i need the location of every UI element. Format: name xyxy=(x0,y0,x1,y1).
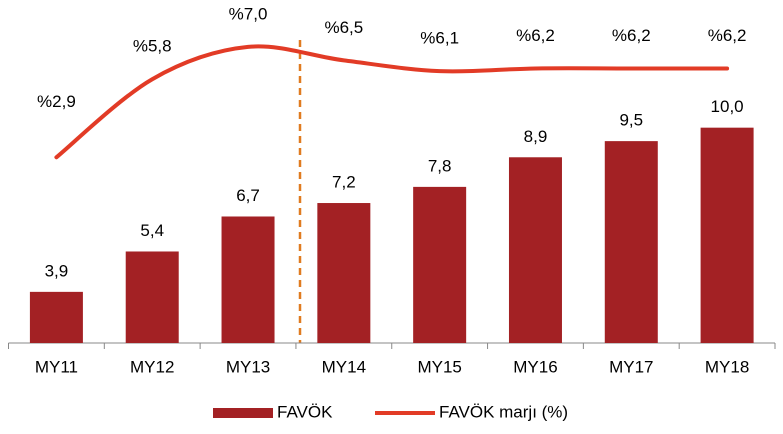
bar-value-label: 7,2 xyxy=(332,173,356,192)
bar xyxy=(604,141,658,343)
legend-swatch xyxy=(213,408,273,418)
bar-value-label: 7,8 xyxy=(428,156,452,175)
bar-value-label: 10,0 xyxy=(711,97,744,116)
x-tick-label: MY17 xyxy=(609,357,653,376)
x-tick-label: MY16 xyxy=(513,357,557,376)
line xyxy=(54,44,730,160)
bar xyxy=(317,203,371,343)
bar xyxy=(413,186,467,343)
bar xyxy=(508,157,562,343)
x-tick-label: MY11 xyxy=(35,357,78,376)
legend-label: FAVÖK xyxy=(277,402,333,421)
line-value-label: %5,8 xyxy=(133,37,172,56)
bar xyxy=(700,127,754,344)
bar-value-label: 8,9 xyxy=(524,127,548,146)
bar-value-label: 9,5 xyxy=(619,111,643,130)
bar-value-label: 6,7 xyxy=(236,186,260,205)
x-tick-label: MY18 xyxy=(705,357,749,376)
bar-value-label: 5,4 xyxy=(140,221,164,240)
line-value-label: %6,2 xyxy=(612,26,651,45)
line-value-label: %6,1 xyxy=(420,29,459,48)
x-tick-label: MY12 xyxy=(130,357,174,376)
line-value-label: %6,5 xyxy=(324,18,363,37)
x-tick-label: MY15 xyxy=(417,357,461,376)
bar xyxy=(221,216,275,343)
line-value-label: %2,9 xyxy=(37,92,76,111)
x-tick-label: MY14 xyxy=(322,357,366,376)
bar-value-label: 3,9 xyxy=(45,261,69,280)
x-tick-label: MY13 xyxy=(226,357,270,376)
legend-label: FAVÖK marjı (%) xyxy=(439,402,568,421)
bar xyxy=(29,291,83,343)
line-value-label: %7,0 xyxy=(229,4,268,23)
line-value-label: %6,2 xyxy=(708,26,747,45)
bar xyxy=(125,251,179,343)
line-value-label: %6,2 xyxy=(516,26,555,45)
